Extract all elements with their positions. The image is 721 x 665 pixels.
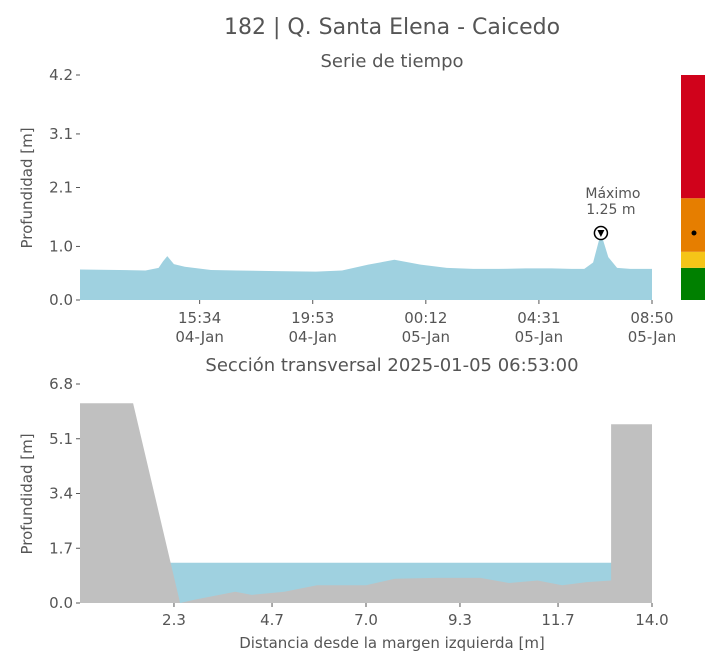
- cross-section-xlabel: Distancia desde la margen izquierda [m]: [239, 634, 545, 652]
- x-tick-label: 4.7: [260, 611, 284, 629]
- alert-level-segment: [681, 267, 705, 300]
- x-tick-time-label: 19:53: [291, 309, 334, 327]
- x-tick-time-label: 00:12: [404, 309, 447, 327]
- x-tick-label: 9.3: [448, 611, 472, 629]
- alert-level-segment: [681, 75, 705, 199]
- cross-section-chart: Sección transversal 2025-01-05 06:53:00 …: [18, 355, 669, 652]
- x-tick-time-label: 15:34: [178, 309, 221, 327]
- x-tick-label: 14.0: [635, 611, 668, 629]
- x-tick-date-label: 04-Jan: [175, 328, 223, 346]
- ground-profile: [80, 403, 652, 603]
- figure-title: 182 | Q. Santa Elena - Caicedo: [224, 15, 560, 40]
- x-tick-time-label: 08:50: [630, 309, 673, 327]
- time-series-area-layer: [80, 233, 652, 300]
- cross-section-ylabel: Profundidad [m]: [18, 433, 36, 554]
- max-value: 1.25 m: [586, 202, 635, 218]
- cross-section-ticks: 0.0 1.7 3.4 5.1 6.8 2.3 4.7 7.0 9.3 11.7 14.0: [49, 375, 669, 629]
- x-tick-date-label: 04-Jan: [288, 328, 336, 346]
- y-tick-label: 3.4: [49, 485, 73, 503]
- current-level-dot: [691, 230, 697, 236]
- depth-area: [80, 233, 652, 300]
- time-series-ylabel: Profundidad [m]: [18, 127, 36, 248]
- y-tick-label: 3.1: [49, 125, 73, 143]
- y-tick-label: 0.0: [49, 291, 73, 309]
- y-tick-label: 5.1: [49, 430, 73, 448]
- y-tick-label: 2.1: [49, 179, 73, 197]
- time-series-ticks: 0.01.02.13.14.215:3404-Jan19:5304-Jan00:…: [49, 66, 676, 346]
- x-tick-label: 2.3: [162, 611, 186, 629]
- x-tick-date-label: 05-Jan: [515, 328, 563, 346]
- alert-level-segment: [681, 198, 705, 252]
- time-series-title: Serie de tiempo: [320, 51, 463, 72]
- x-tick-date-label: 05-Jan: [402, 328, 450, 346]
- x-tick-label: 7.0: [354, 611, 378, 629]
- y-tick-label: 1.0: [49, 237, 73, 255]
- alert-level-bar: [681, 75, 705, 300]
- x-tick-label: 11.7: [541, 611, 574, 629]
- cross-section-title: Sección transversal 2025-01-05 06:53:00: [205, 355, 578, 376]
- max-label: Máximo: [585, 186, 640, 202]
- y-tick-label: 0.0: [49, 594, 73, 612]
- x-tick-date-label: 05-Jan: [628, 328, 676, 346]
- y-tick-label: 6.8: [49, 375, 73, 393]
- max-marker-arrow: [597, 230, 605, 238]
- y-tick-label: 1.7: [49, 539, 73, 557]
- y-tick-label: 4.2: [49, 66, 73, 84]
- x-tick-time-label: 04:31: [517, 309, 560, 327]
- time-series-chart: Serie de tiempo Profundidad [m] 0.0 1.0 2.…: [18, 51, 705, 346]
- cross-section-area-layer: [80, 403, 652, 603]
- alert-level-segment: [681, 251, 705, 268]
